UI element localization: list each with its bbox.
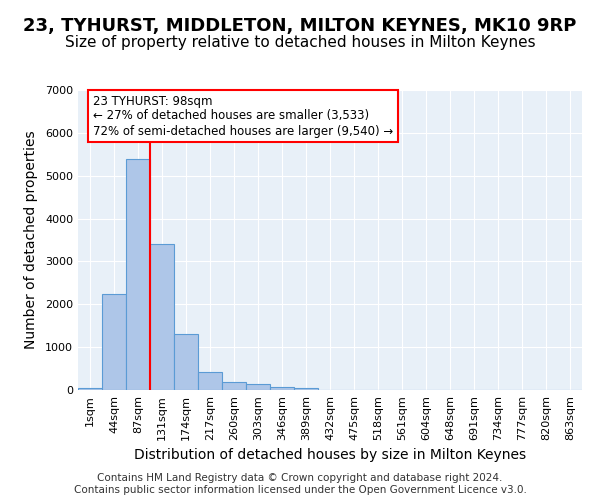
Bar — [174, 334, 198, 390]
Bar — [294, 388, 318, 390]
X-axis label: Distribution of detached houses by size in Milton Keynes: Distribution of detached houses by size … — [134, 448, 526, 462]
Bar — [222, 382, 246, 390]
Y-axis label: Number of detached properties: Number of detached properties — [24, 130, 38, 350]
Bar — [270, 386, 294, 390]
Bar — [126, 158, 150, 390]
Text: 23, TYHURST, MIDDLETON, MILTON KEYNES, MK10 9RP: 23, TYHURST, MIDDLETON, MILTON KEYNES, M… — [23, 18, 577, 36]
Bar — [198, 372, 222, 390]
Text: Contains HM Land Registry data © Crown copyright and database right 2024.
Contai: Contains HM Land Registry data © Crown c… — [74, 474, 526, 495]
Text: 23 TYHURST: 98sqm
← 27% of detached houses are smaller (3,533)
72% of semi-detac: 23 TYHURST: 98sqm ← 27% of detached hous… — [93, 94, 394, 138]
Bar — [102, 294, 126, 390]
Bar — [78, 388, 102, 390]
Text: Size of property relative to detached houses in Milton Keynes: Size of property relative to detached ho… — [65, 35, 535, 50]
Bar — [150, 244, 174, 390]
Bar — [246, 384, 270, 390]
